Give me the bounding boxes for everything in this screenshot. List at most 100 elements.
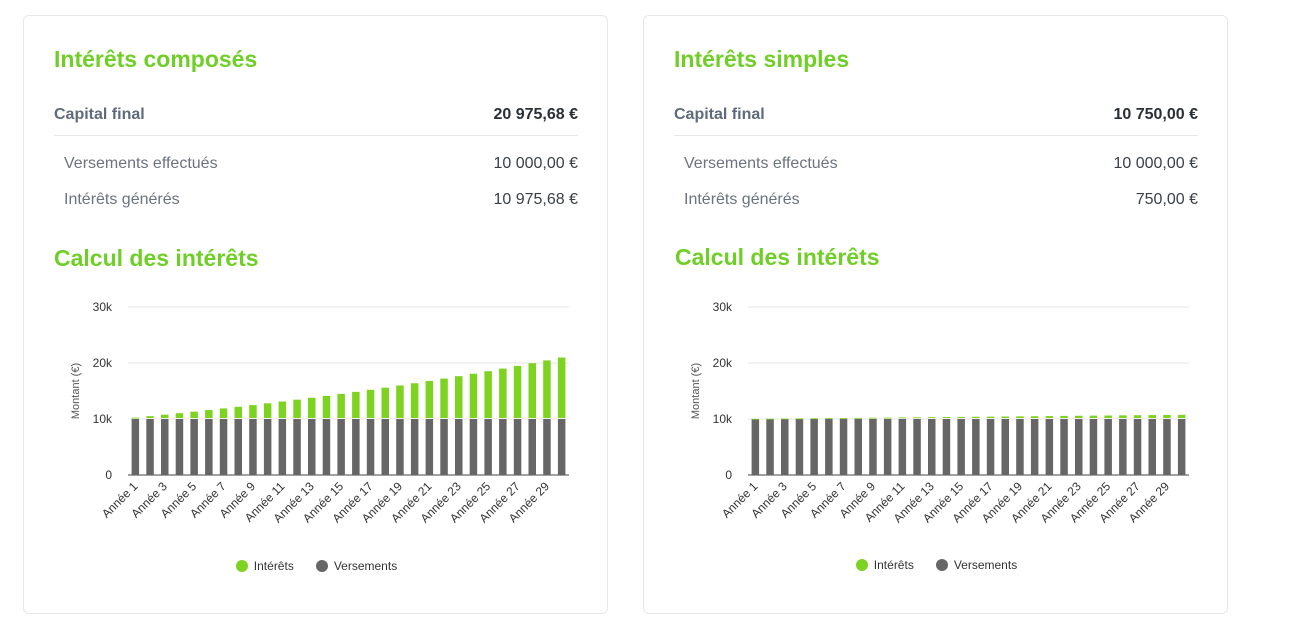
y-tick-label: 0 — [725, 468, 732, 482]
bar-versements — [484, 419, 492, 475]
bar-versements — [557, 419, 566, 475]
bar-interets — [484, 371, 492, 418]
bar-versements — [751, 419, 760, 475]
compound-interest-card: Intérêts composés Capital final 20 975,6… — [23, 15, 608, 614]
bar-versements — [1104, 419, 1112, 475]
bar-versements — [781, 419, 789, 475]
bar-interets — [810, 418, 818, 420]
legend-label-versements: Versements — [953, 558, 1018, 572]
bar-interets — [1133, 415, 1142, 418]
bar-versements — [1148, 419, 1156, 475]
legend-item-interets[interactable]: Intérêts — [855, 558, 914, 572]
legend-dot-versements — [935, 559, 948, 571]
y-tick-label: 10k — [93, 412, 113, 426]
legend-item-versements[interactable]: Versements — [315, 559, 398, 573]
bar-versements — [766, 419, 774, 475]
card-title: Intérêts composés — [54, 46, 258, 72]
bar-versements — [146, 419, 154, 475]
y-tick-label: 30k — [93, 300, 113, 314]
chart-title: Calcul des intérêts — [54, 245, 259, 271]
capital-final-value: 20 975,68 € — [493, 106, 578, 123]
bar-versements — [1089, 419, 1098, 475]
versements-row: Versements effectués 10 000,00 € — [674, 155, 1198, 173]
bar-interets — [513, 365, 522, 418]
bar-interets — [278, 401, 287, 418]
bar-interets — [1001, 416, 1009, 418]
bar-versements — [366, 419, 375, 475]
bar-versements — [1045, 419, 1054, 475]
interets-value: 750,00 € — [1135, 191, 1198, 208]
bar-interets — [1016, 416, 1024, 418]
bar-versements — [396, 419, 404, 475]
bar-versements — [175, 419, 184, 475]
legend-label-interets: Intérêts — [873, 558, 914, 572]
versements-row: Versements effectués 10 000,00 € — [54, 155, 578, 173]
bar-versements — [928, 419, 936, 475]
bar-interets — [825, 418, 833, 419]
bar-versements — [308, 419, 316, 475]
bar-interets — [883, 417, 892, 419]
bar-interets — [913, 417, 921, 419]
bar-versements — [499, 419, 507, 475]
y-tick-label: 30k — [713, 300, 733, 314]
bar-interets — [366, 389, 375, 418]
bar-versements — [543, 419, 551, 475]
bar-versements — [1133, 419, 1142, 475]
divider — [674, 135, 1198, 136]
legend-label-interets: Intérêts — [253, 559, 294, 573]
bar-interets — [308, 397, 316, 418]
bar-versements — [440, 419, 448, 475]
bar-interets — [1163, 414, 1171, 418]
bar-versements — [839, 419, 848, 475]
bar-versements — [869, 419, 877, 475]
bar-versements — [913, 419, 921, 475]
bar-interets — [469, 373, 478, 418]
bar-versements — [425, 419, 434, 475]
bar-interets — [381, 387, 389, 418]
bar-interets — [175, 413, 184, 418]
bar-interets — [219, 408, 228, 418]
bar-versements — [249, 419, 257, 475]
bar-interets — [972, 416, 980, 418]
chart-legend: Intérêts Versements — [24, 559, 609, 573]
bar-interets — [234, 406, 242, 418]
bar-interets — [928, 417, 936, 418]
bar-interets — [795, 418, 804, 420]
bar-versements — [131, 419, 140, 475]
legend-dot-interets — [855, 559, 868, 571]
y-tick-label: 10k — [713, 412, 733, 426]
bar-interets — [337, 393, 345, 418]
bar-versements — [883, 419, 892, 475]
bar-interets — [425, 380, 434, 418]
chart-title: Calcul des intérêts — [675, 244, 880, 270]
legend-label-versements: Versements — [333, 559, 398, 573]
legend-item-versements[interactable]: Versements — [935, 558, 1018, 572]
bar-versements — [455, 419, 463, 475]
capital-final-row: Capital final 10 750,00 € — [674, 106, 1198, 124]
interets-label: Intérêts générés — [684, 191, 800, 208]
bar-versements — [942, 419, 951, 475]
y-tick-label: 20k — [713, 356, 733, 370]
bar-interets — [957, 416, 965, 418]
legend-dot-versements — [315, 560, 328, 572]
bar-interets — [499, 368, 507, 418]
bar-interets — [1030, 416, 1039, 418]
versements-label: Versements effectués — [684, 155, 838, 172]
legend-item-interets[interactable]: Intérêts — [235, 559, 294, 573]
bar-versements — [1075, 419, 1083, 475]
y-axis-label: Montant (€) — [690, 363, 702, 419]
bar-interets — [249, 405, 257, 418]
bar-interets — [942, 417, 951, 418]
bar-versements — [190, 419, 198, 475]
bar-versements — [898, 419, 907, 475]
bar-interets — [146, 416, 154, 418]
legend-dot-interets — [235, 560, 248, 572]
card-title: Intérêts simples — [674, 46, 850, 72]
bar-interets — [263, 403, 272, 418]
bar-versements — [1119, 419, 1127, 475]
bar-interets — [322, 395, 331, 418]
bar-versements — [1060, 419, 1068, 475]
bar-interets — [557, 357, 566, 418]
bar-interets — [205, 410, 213, 418]
